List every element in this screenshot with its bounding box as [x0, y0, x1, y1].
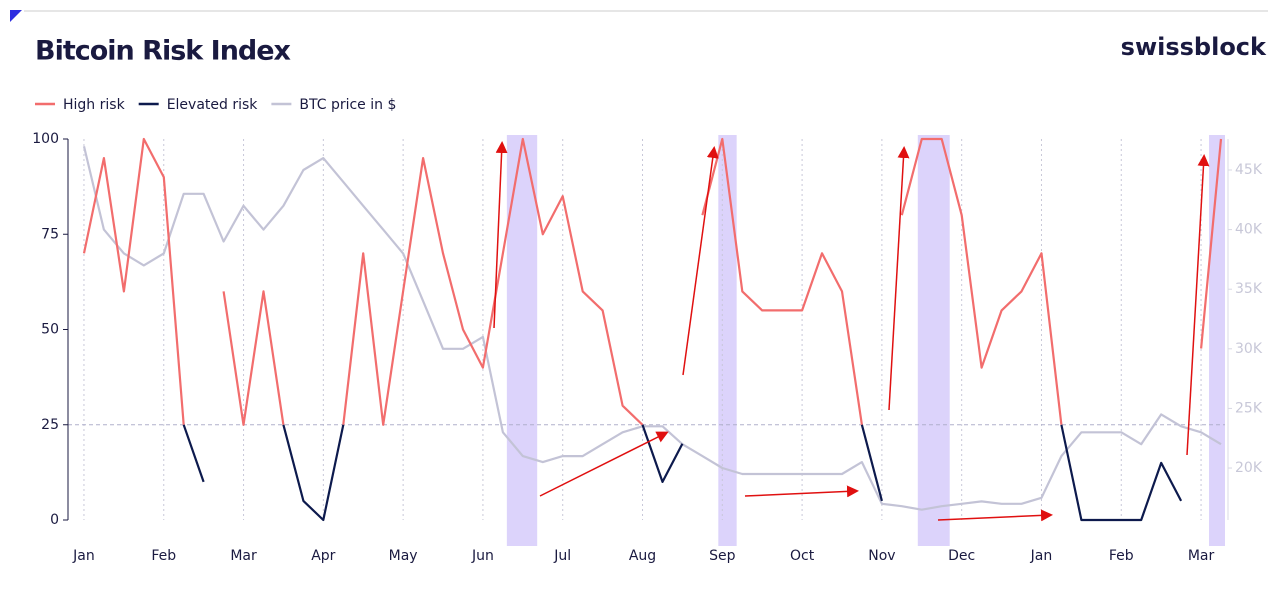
series-line: [182, 424, 1183, 522]
x-tick-label: Jul: [553, 548, 571, 564]
series-line: [82, 137, 1223, 426]
series-line: [82, 145, 1222, 511]
x-tick-label: Nov: [868, 548, 895, 564]
arrow: [937, 509, 1053, 522]
x-tick-label: Sep: [709, 548, 736, 564]
legend-label: BTC price in $: [299, 97, 396, 113]
x-tick-label: Feb: [1109, 548, 1134, 564]
shaded-range: [917, 135, 950, 546]
y2-tick-label: 35K: [1235, 281, 1263, 297]
x-tick-label: Dec: [948, 548, 975, 564]
y2-tick-label: 20K: [1235, 460, 1263, 476]
y2-tick-label: 25K: [1235, 400, 1263, 416]
arrow: [682, 146, 719, 376]
x-tick-label: Jan: [72, 548, 95, 564]
y-tick-label: 75: [41, 226, 59, 242]
x-tick-label: May: [389, 548, 418, 564]
shaded-range: [718, 135, 737, 546]
y-tick-label: 100: [32, 131, 59, 147]
y-tick-label: 50: [41, 322, 59, 338]
legend-label: Elevated risk: [167, 97, 259, 113]
y2-tick-label: 30K: [1235, 341, 1263, 357]
x-tick-label: Mar: [1188, 548, 1215, 564]
x-tick-label: Feb: [151, 548, 176, 564]
arrow: [539, 431, 669, 497]
annotation-arrows: [493, 141, 1210, 522]
arrow: [493, 141, 508, 329]
shaded-range: [1209, 135, 1225, 546]
y2-tick-label: 45K: [1235, 162, 1263, 178]
y-tick-label: 25: [41, 417, 59, 433]
chart-title: Bitcoin Risk Index: [35, 36, 291, 67]
x-tick-label: Aug: [629, 548, 656, 564]
arrow: [1186, 154, 1210, 456]
x-tick-label: Mar: [230, 548, 257, 564]
legend-label: High risk: [63, 97, 126, 113]
arrow: [744, 485, 859, 498]
corner-mark: [10, 10, 22, 22]
brand: swissblock: [1121, 33, 1267, 61]
y2-tick-label: 40K: [1235, 222, 1263, 238]
shaded-range: [506, 135, 538, 546]
y-tick-label: 0: [50, 512, 59, 528]
x-tick-label: Apr: [311, 548, 335, 564]
x-tick-label: Jan: [1030, 548, 1053, 564]
x-tick-label: Oct: [790, 548, 815, 564]
x-tick-label: Jun: [471, 548, 494, 564]
arrow: [888, 146, 910, 411]
